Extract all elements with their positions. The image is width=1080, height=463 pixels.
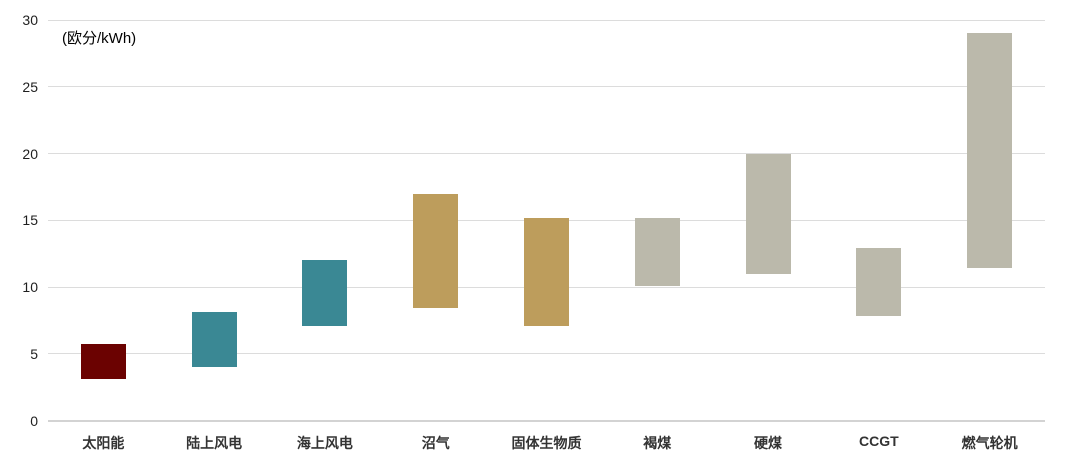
gridline-y-20: [48, 153, 1045, 154]
range-bar-3: [302, 260, 348, 326]
range-bar-7: [745, 153, 791, 274]
range-bar-1: [80, 344, 126, 380]
y-tick-label-30: 30: [22, 12, 38, 28]
category-label-8: CCGT: [858, 433, 899, 449]
category-label-4: 沼气: [421, 435, 450, 451]
category-label-1: 太阳能: [82, 435, 125, 451]
gridline-y-30: [48, 19, 1045, 21]
gridline-y-25: [48, 86, 1045, 88]
category-label-5: 固体生物质: [511, 435, 582, 451]
range-bar-8: [856, 248, 902, 317]
category-label-7: 硬煤: [754, 435, 783, 451]
range-bar-6: [634, 217, 680, 286]
range-bar-2: [191, 312, 237, 368]
y-tick-label-5: 5: [30, 345, 38, 362]
range-bar-4: [413, 193, 459, 309]
y-tick-label-0: 0: [30, 412, 38, 429]
category-label-9: 燃气轮机: [961, 435, 1018, 451]
gridline-y-0: [48, 419, 1045, 422]
y-tick-label-15: 15: [22, 212, 38, 229]
y-tick-label-10: 10: [22, 279, 38, 295]
y-axis-unit-label: (欧分/kWh): [62, 30, 137, 47]
category-label-6: 褐煤: [643, 435, 672, 451]
y-tick-label-20: 20: [22, 145, 38, 162]
y-tick-label-25: 25: [22, 78, 38, 95]
range-bar-5: [524, 217, 569, 326]
category-label-3: 海上风电: [296, 435, 353, 451]
category-label-2: 陆上风电: [186, 435, 243, 451]
range-bar-9: [967, 33, 1013, 269]
gridline-y-5: [48, 353, 1045, 355]
